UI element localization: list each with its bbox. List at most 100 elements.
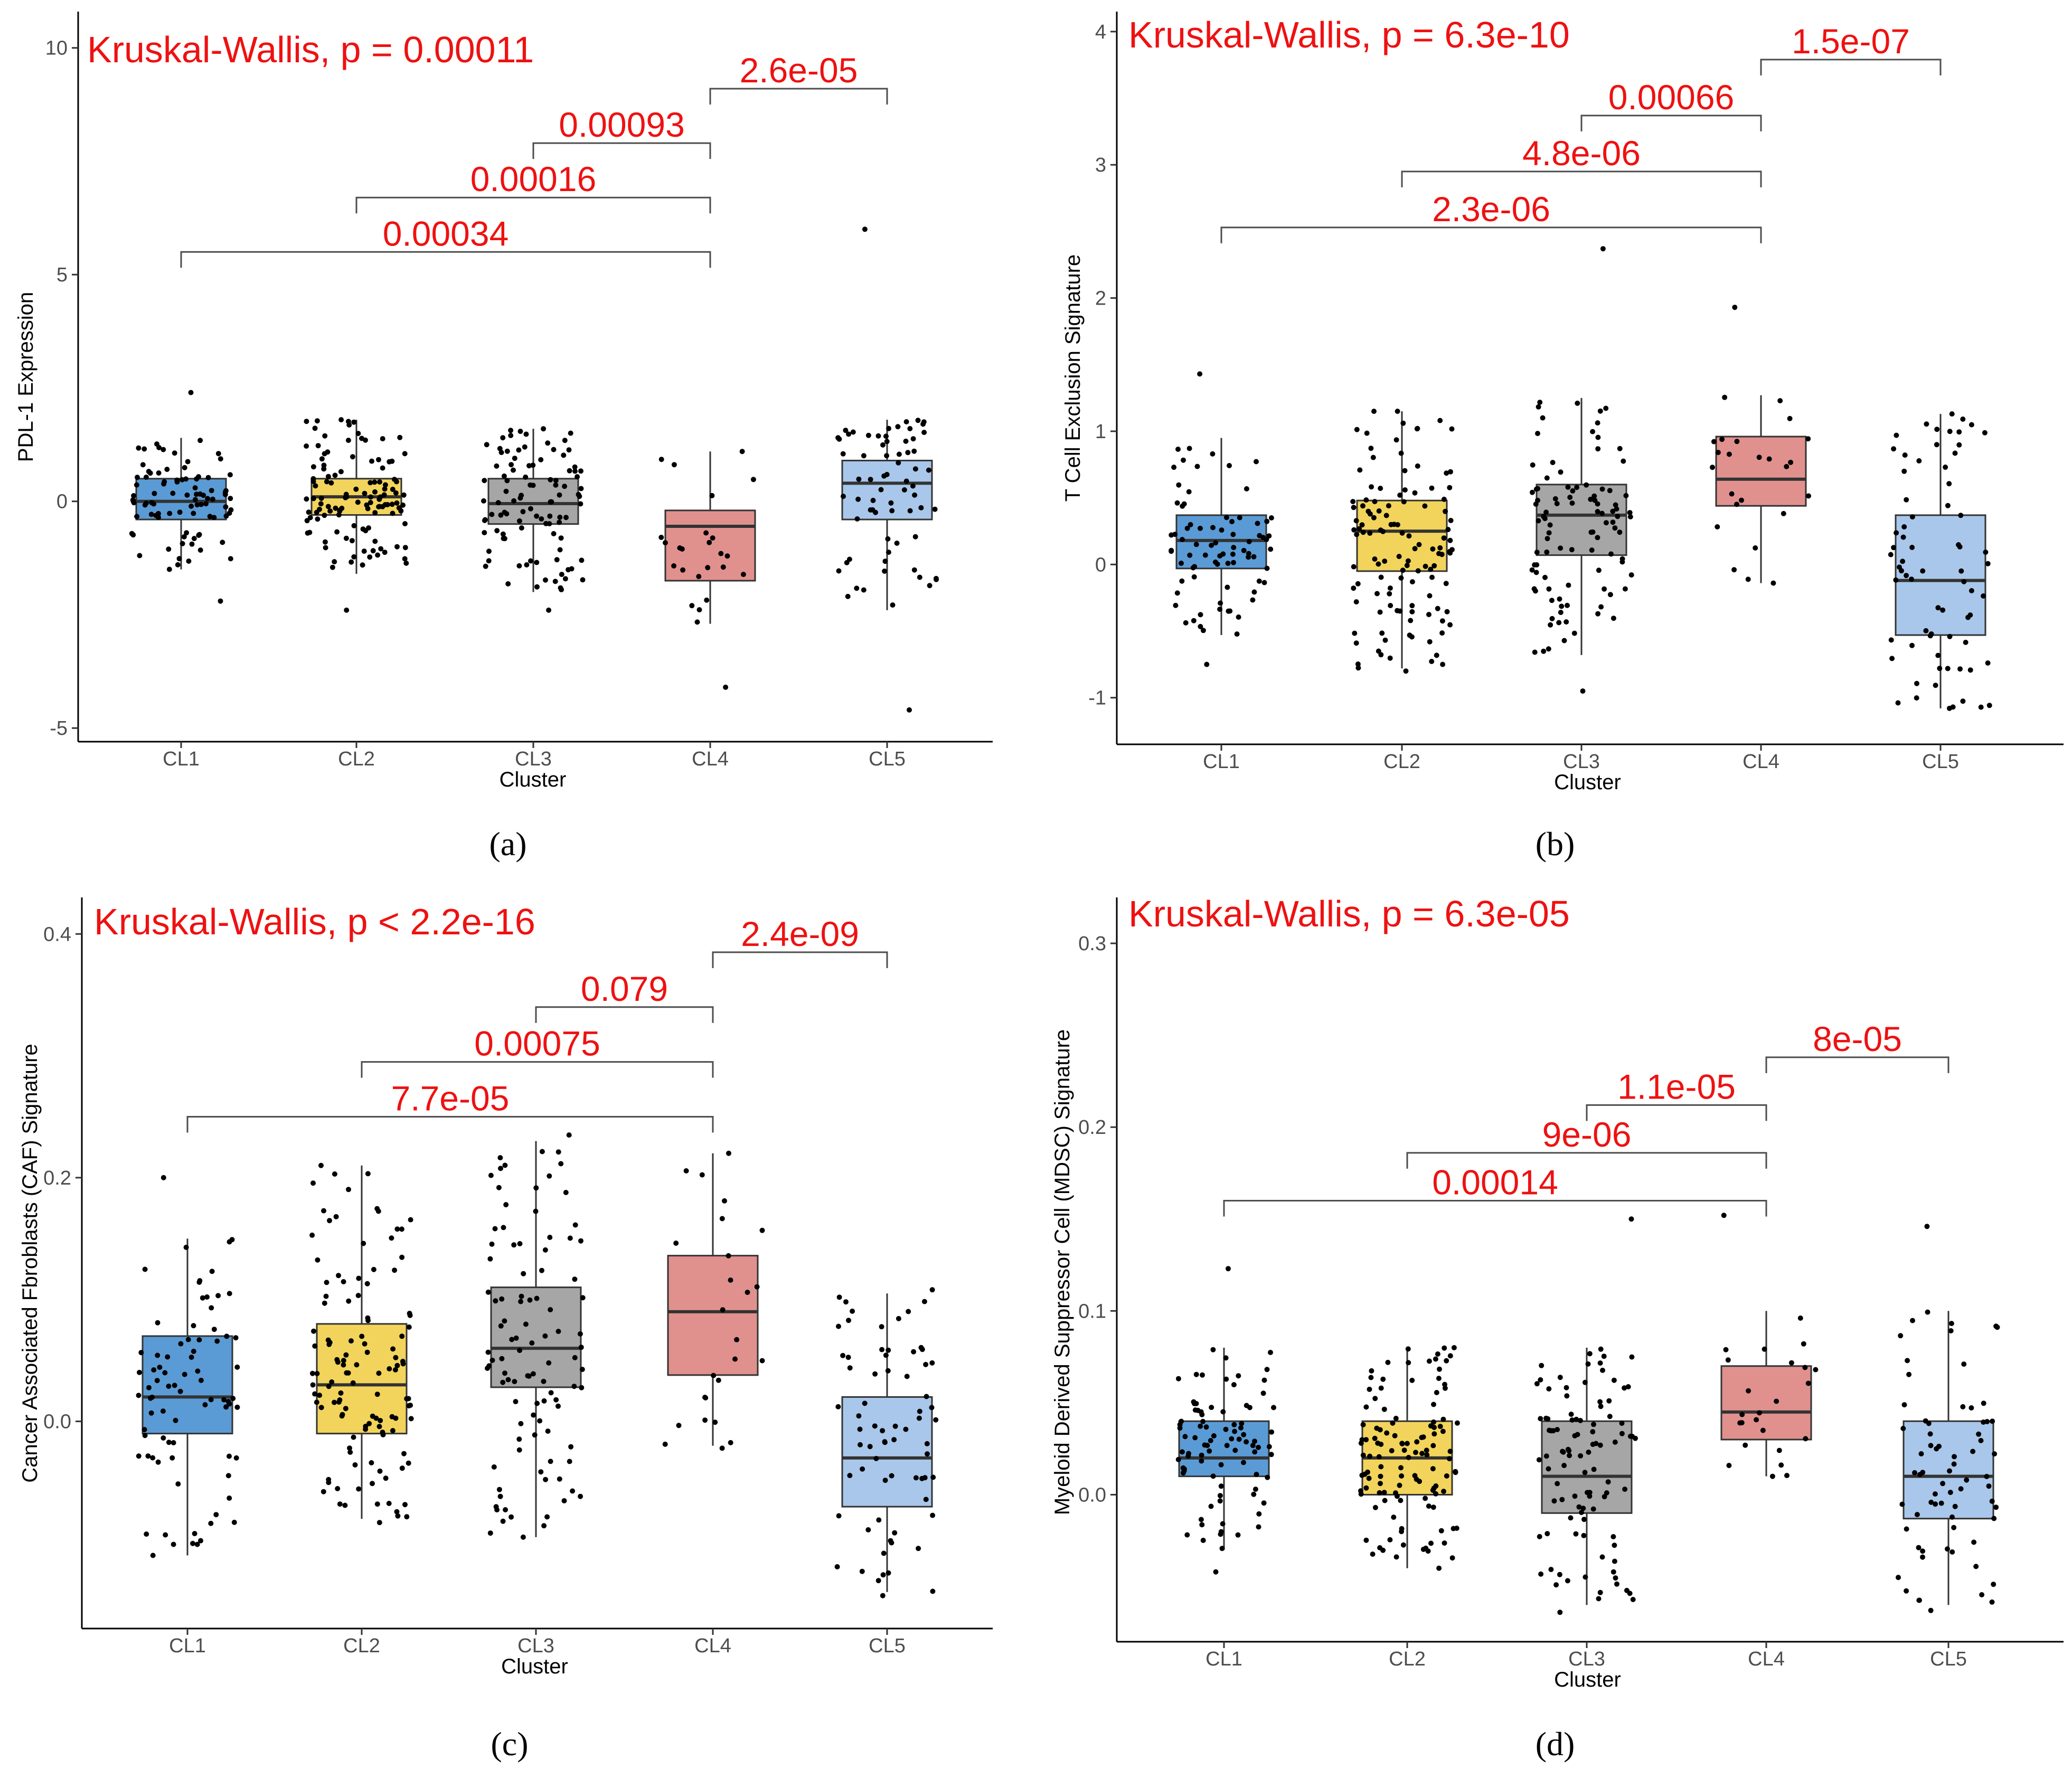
data-point (362, 490, 368, 496)
bracket-line (1760, 59, 1942, 75)
data-point (502, 1162, 508, 1168)
comparison-bracket: 2.3e-06 (1220, 190, 1762, 243)
data-point (1439, 630, 1445, 636)
data-point (930, 1512, 936, 1518)
data-point (1909, 642, 1915, 648)
x-tick-label: CL3 (517, 1635, 554, 1657)
data-point (1404, 1441, 1410, 1446)
data-point (1558, 610, 1564, 616)
data-point (188, 390, 194, 395)
data-point (368, 480, 373, 486)
data-point (1948, 1321, 1954, 1327)
data-point (1254, 459, 1259, 465)
data-point (1256, 1444, 1261, 1450)
data-point (157, 1365, 163, 1370)
data-point (378, 1418, 383, 1423)
data-point (370, 548, 376, 554)
data-point (917, 1408, 922, 1414)
data-point (1193, 542, 1199, 547)
data-point (503, 1202, 509, 1208)
bracket-line (1401, 171, 1762, 187)
data-point (518, 1299, 524, 1304)
data-point (1960, 698, 1966, 704)
data-point (389, 1235, 394, 1241)
data-point (1555, 1427, 1560, 1433)
data-point (1386, 503, 1391, 509)
data-point (1230, 532, 1236, 537)
data-point (551, 531, 557, 536)
data-point (1596, 1596, 1602, 1602)
data-point (1180, 503, 1185, 509)
y-tick-label: 3 (1095, 154, 1106, 176)
data-point (145, 1453, 151, 1459)
data-point (497, 1493, 503, 1499)
data-point (562, 576, 568, 582)
data-point (1553, 1582, 1559, 1588)
data-point (310, 1180, 316, 1186)
data-point (338, 1390, 344, 1396)
data-point (555, 1329, 561, 1334)
data-point (1564, 1385, 1569, 1390)
data-point (1734, 439, 1740, 444)
data-point (202, 1402, 208, 1408)
data-point (519, 1293, 524, 1299)
x-axis-title: Cluster (501, 1655, 568, 1678)
data-point (498, 1166, 503, 1171)
data-point (143, 500, 149, 506)
data-point (1355, 581, 1361, 586)
data-point (196, 533, 202, 538)
data-point (198, 501, 204, 507)
data-point (907, 707, 912, 713)
data-point (498, 512, 504, 518)
data-point (578, 501, 583, 507)
data-point (878, 487, 884, 493)
data-point (1220, 1521, 1226, 1527)
data-point (1391, 522, 1397, 527)
data-point (1958, 513, 1964, 518)
data-point (545, 440, 551, 446)
data-point (534, 1400, 540, 1406)
data-point (400, 502, 406, 508)
data-point (1956, 442, 1962, 448)
data-point (1250, 1443, 1256, 1449)
data-point (563, 1190, 569, 1195)
data-point (911, 1349, 917, 1355)
data-point (679, 546, 685, 552)
data-point (1217, 607, 1223, 612)
data-point (1198, 612, 1203, 618)
data-point (401, 1451, 407, 1456)
y-tick-label: 1 (1095, 421, 1106, 443)
data-point (160, 1408, 166, 1414)
data-point (558, 535, 564, 541)
data-point (1788, 1360, 1794, 1366)
y-axis-title: PDL-1 Expression (14, 292, 37, 462)
data-point (365, 1171, 371, 1177)
data-point (229, 1237, 235, 1243)
data-point (546, 607, 552, 613)
data-point (234, 1404, 240, 1410)
data-point (873, 1456, 879, 1461)
data-point (1357, 526, 1362, 532)
data-point (500, 1379, 506, 1385)
data-point (349, 559, 354, 565)
data-point (221, 1397, 227, 1403)
data-point (1580, 1506, 1586, 1511)
data-point (1539, 1362, 1544, 1368)
data-point (750, 477, 756, 482)
data-point (1209, 543, 1214, 548)
data-point (370, 1413, 375, 1419)
data-point (1353, 518, 1359, 524)
data-point (925, 1451, 930, 1457)
data-point (739, 449, 745, 455)
data-point (844, 560, 850, 565)
bracket-line (1220, 226, 1762, 243)
data-point (1924, 1224, 1930, 1229)
data-point (1208, 1438, 1213, 1443)
data-point (493, 1504, 499, 1510)
data-point (1963, 639, 1969, 645)
comparison-bracket: 0.00066 (1580, 78, 1762, 131)
data-point (1231, 560, 1236, 565)
data-point (1536, 1457, 1542, 1463)
data-point (537, 1418, 543, 1424)
